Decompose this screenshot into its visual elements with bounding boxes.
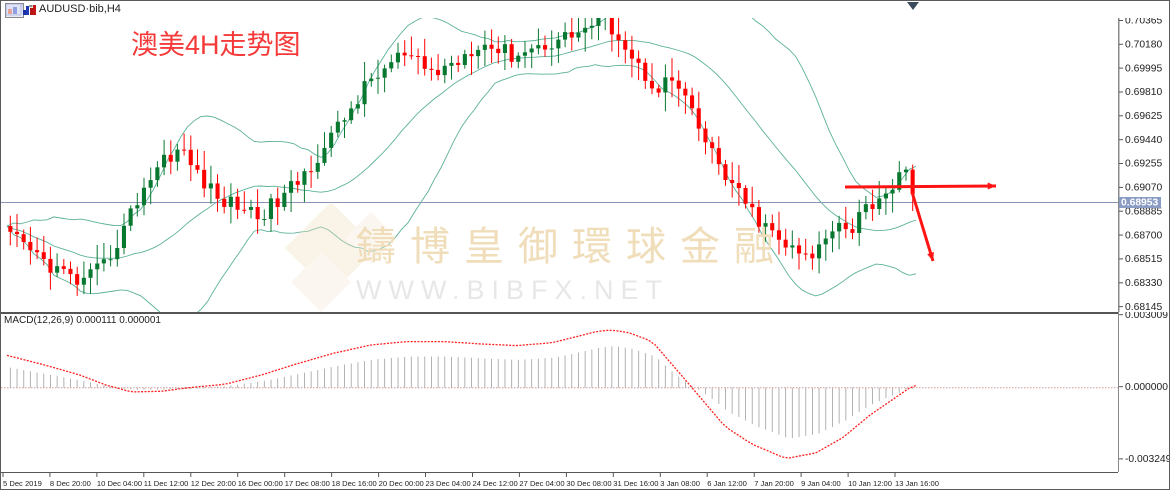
svg-text:9 Jan 04:00: 9 Jan 04:00 xyxy=(801,479,841,488)
svg-text:18 Dec 16:00: 18 Dec 16:00 xyxy=(332,479,377,488)
svg-text:30 Dec 08:00: 30 Dec 08:00 xyxy=(566,479,611,488)
svg-text:0.69440: 0.69440 xyxy=(1125,135,1162,146)
svg-text:0.68515: 0.68515 xyxy=(1125,254,1162,265)
svg-text:鑄博皇御環球金融: 鑄博皇御環球金融 xyxy=(356,225,788,269)
svg-text:0.70365: 0.70365 xyxy=(1125,18,1162,27)
svg-text:31 Dec 16:00: 31 Dec 16:00 xyxy=(613,479,658,488)
svg-text:WWW.BIBFX.NET: WWW.BIBFX.NET xyxy=(356,275,669,305)
svg-text:0.000000: 0.000000 xyxy=(1125,382,1168,393)
svg-text:10 Dec 04:00: 10 Dec 04:00 xyxy=(97,479,142,488)
svg-text:3 Jan 08:00: 3 Jan 08:00 xyxy=(660,479,700,488)
svg-text:0.70180: 0.70180 xyxy=(1125,40,1162,51)
svg-text:20 Dec 00:00: 20 Dec 00:00 xyxy=(379,479,424,488)
svg-text:11 Dec 12:00: 11 Dec 12:00 xyxy=(144,479,189,488)
svg-text:-0.003249: -0.003249 xyxy=(1125,454,1170,465)
svg-text:17 Dec 08:00: 17 Dec 08:00 xyxy=(285,479,330,488)
svg-text:0.003009: 0.003009 xyxy=(1125,312,1168,321)
svg-text:27 Dec 04:00: 27 Dec 04:00 xyxy=(519,479,564,488)
svg-text:16 Dec 00:00: 16 Dec 00:00 xyxy=(238,479,283,488)
svg-text:0.68700: 0.68700 xyxy=(1125,230,1162,241)
svg-text:0.68145: 0.68145 xyxy=(1125,302,1162,312)
svg-text:0.68953: 0.68953 xyxy=(1121,198,1158,209)
svg-text:0.69995: 0.69995 xyxy=(1125,63,1162,74)
svg-text:0.69625: 0.69625 xyxy=(1125,111,1162,122)
svg-text:7 Jan 20:00: 7 Jan 20:00 xyxy=(754,479,794,488)
svg-text:5 Dec 2019: 5 Dec 2019 xyxy=(3,479,42,488)
svg-text:8 Dec 20:00: 8 Dec 20:00 xyxy=(50,479,91,488)
svg-text:10 Jan 12:00: 10 Jan 12:00 xyxy=(848,479,892,488)
svg-text:12 Dec 20:00: 12 Dec 20:00 xyxy=(191,479,236,488)
svg-text:6 Jan 12:00: 6 Jan 12:00 xyxy=(707,479,747,488)
svg-text:0.68330: 0.68330 xyxy=(1125,278,1162,289)
svg-text:13 Jan 16:00: 13 Jan 16:00 xyxy=(895,479,939,488)
svg-text:0.69255: 0.69255 xyxy=(1125,159,1162,170)
svg-text:0.69070: 0.69070 xyxy=(1125,183,1162,194)
svg-text:0.69810: 0.69810 xyxy=(1125,87,1162,98)
svg-text:23 Dec 04:00: 23 Dec 04:00 xyxy=(426,479,471,488)
svg-text:24 Dec 12:00: 24 Dec 12:00 xyxy=(473,479,518,488)
